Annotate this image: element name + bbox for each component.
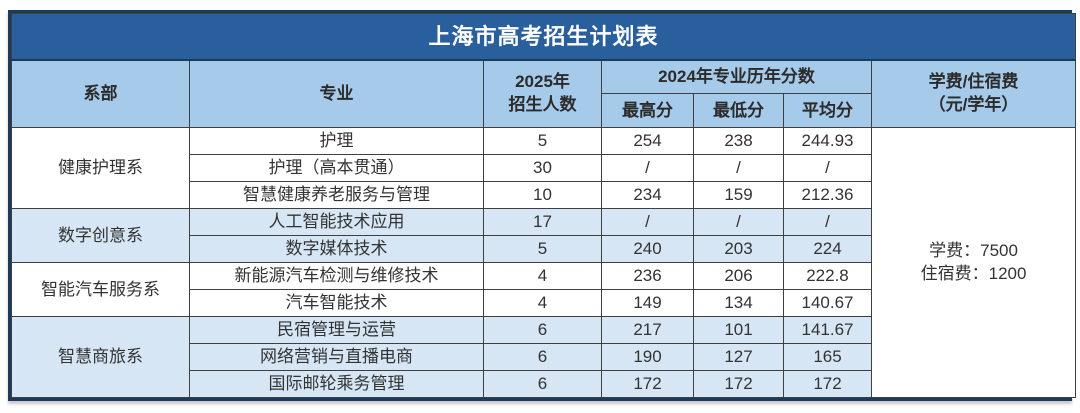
dept-cell: 健康护理系 [11,127,190,209]
col-header-fee-line1: 学费/住宿费 [928,71,1019,91]
header-row-sub: 最高分 最低分 平均分 [12,93,1076,128]
avg-score-cell: 212.36 [783,181,872,209]
enroll-count-cell: 5 [483,235,602,263]
enroll-count-cell: 10 [483,181,602,209]
enroll-count-cell: 6 [483,370,602,398]
avg-score-cell: 165 [783,343,872,371]
enroll-count-cell: 6 [483,316,602,344]
max-score-cell: 149 [601,289,694,317]
col-header-scores-group: 2024年专业历年分数 [601,59,872,94]
fee-tuition: 学费：7500 [929,240,1018,260]
max-score-cell: 236 [601,262,694,290]
table-row: 智能汽车服务系 新能源汽车检测与维修技术 4 236 206 222.8 [11,262,1076,317]
col-header-enroll-line2: 招生人数 [508,94,577,114]
min-score-cell: 134 [693,289,784,317]
avg-score-cell: / [783,208,872,236]
max-score-cell: 234 [601,181,694,209]
table-row: 网络营销与直播电商 6 190 127 165 [12,343,1076,371]
major-cell: 新能源汽车检测与维修技术 [189,262,484,290]
avg-score-cell: 172 [783,370,872,398]
max-score-cell: 217 [601,316,694,344]
enroll-count-cell: 17 [483,208,602,236]
page-title: 上海市高考招生计划表 [10,13,1077,61]
col-header-fee-line2: （元/学年） [928,94,1019,114]
avg-score-cell: 140.67 [783,289,872,317]
max-score-cell: 240 [601,235,694,263]
max-score-cell: / [601,154,694,182]
col-header-enroll-line1: 2025年 [515,71,570,91]
col-header-dept: 系部 [11,59,190,128]
min-score-cell: 172 [693,370,784,398]
avg-score-cell: / [783,154,872,182]
col-header-min-score: 最低分 [693,93,784,128]
dept-cell: 智能汽车服务系 [11,262,190,317]
min-score-cell: 206 [693,262,784,290]
enroll-count-cell: 6 [483,343,602,371]
max-score-cell: 172 [601,370,694,398]
header-row-top: 系部 专业 2025年 招生人数 2024年专业历年分数 学费/住宿费 （元/学… [11,59,1077,128]
major-cell: 汽车智能技术 [189,289,484,317]
table-row: 护理（高本贯通） 30 / / / [12,154,1076,182]
major-cell: 护理（高本贯通） [189,154,484,182]
min-score-cell: / [693,208,784,236]
major-cell: 网络营销与直播电商 [189,343,484,371]
table-row: 数字媒体技术 5 240 203 224 [12,235,1076,263]
dept-cell: 数字创意系 [11,208,190,263]
min-score-cell: / [693,154,784,182]
col-header-max-score: 最高分 [601,93,694,128]
dept-cell: 智慧商旅系 [11,316,190,398]
enroll-count-cell: 4 [483,289,602,317]
major-cell: 民宿管理与运营 [189,316,484,344]
enrollment-plan-table: 上海市高考招生计划表 系部 专业 2025年 招生人数 2024年专业历年分数 … [10,13,1077,398]
fee-cell: 学费：7500 住宿费：1200 [870,127,1077,398]
major-cell: 人工智能技术应用 [189,208,484,236]
min-score-cell: 127 [693,343,784,371]
avg-score-cell: 222.8 [783,262,872,290]
table-row: 智慧商旅系 民宿管理与运营 6 217 101 141.67 [11,316,1076,398]
avg-score-cell: 141.67 [783,316,872,344]
table-row: 智慧健康养老服务与管理 10 234 159 212.36 [12,181,1076,209]
title-row: 上海市高考招生计划表 [10,13,1077,61]
major-cell: 国际邮轮乘务管理 [189,370,484,398]
max-score-cell: / [601,208,694,236]
table-row: 健康护理系 护理 5 254 238 244.93 学费：7500 住宿费：12… [11,127,1077,398]
enroll-count-cell: 5 [483,127,602,155]
min-score-cell: 159 [693,181,784,209]
major-cell: 护理 [189,127,484,155]
max-score-cell: 254 [601,127,694,155]
enroll-count-cell: 4 [483,262,602,290]
table-row: 数字创意系 人工智能技术应用 17 / / / [11,208,1076,263]
max-score-cell: 190 [601,343,694,371]
col-header-enroll: 2025年 招生人数 [483,59,602,128]
major-cell: 智慧健康养老服务与管理 [189,181,484,209]
major-cell: 数字媒体技术 [189,235,484,263]
avg-score-cell: 224 [783,235,872,263]
enroll-count-cell: 30 [483,154,602,182]
avg-score-cell: 244.93 [783,127,872,155]
col-header-fee: 学费/住宿费 （元/学年） [870,59,1077,128]
min-score-cell: 101 [693,316,784,344]
enrollment-table: 上海市高考招生计划表 系部 专业 2025年 招生人数 2024年专业历年分数 … [8,10,1077,401]
fee-accommodation: 住宿费：1200 [920,263,1027,283]
min-score-cell: 203 [693,235,784,263]
col-header-avg-score: 平均分 [783,93,872,128]
col-header-major: 专业 [189,59,484,128]
min-score-cell: 238 [693,127,784,155]
table-row: 国际邮轮乘务管理 6 172 172 172 [12,370,1076,398]
